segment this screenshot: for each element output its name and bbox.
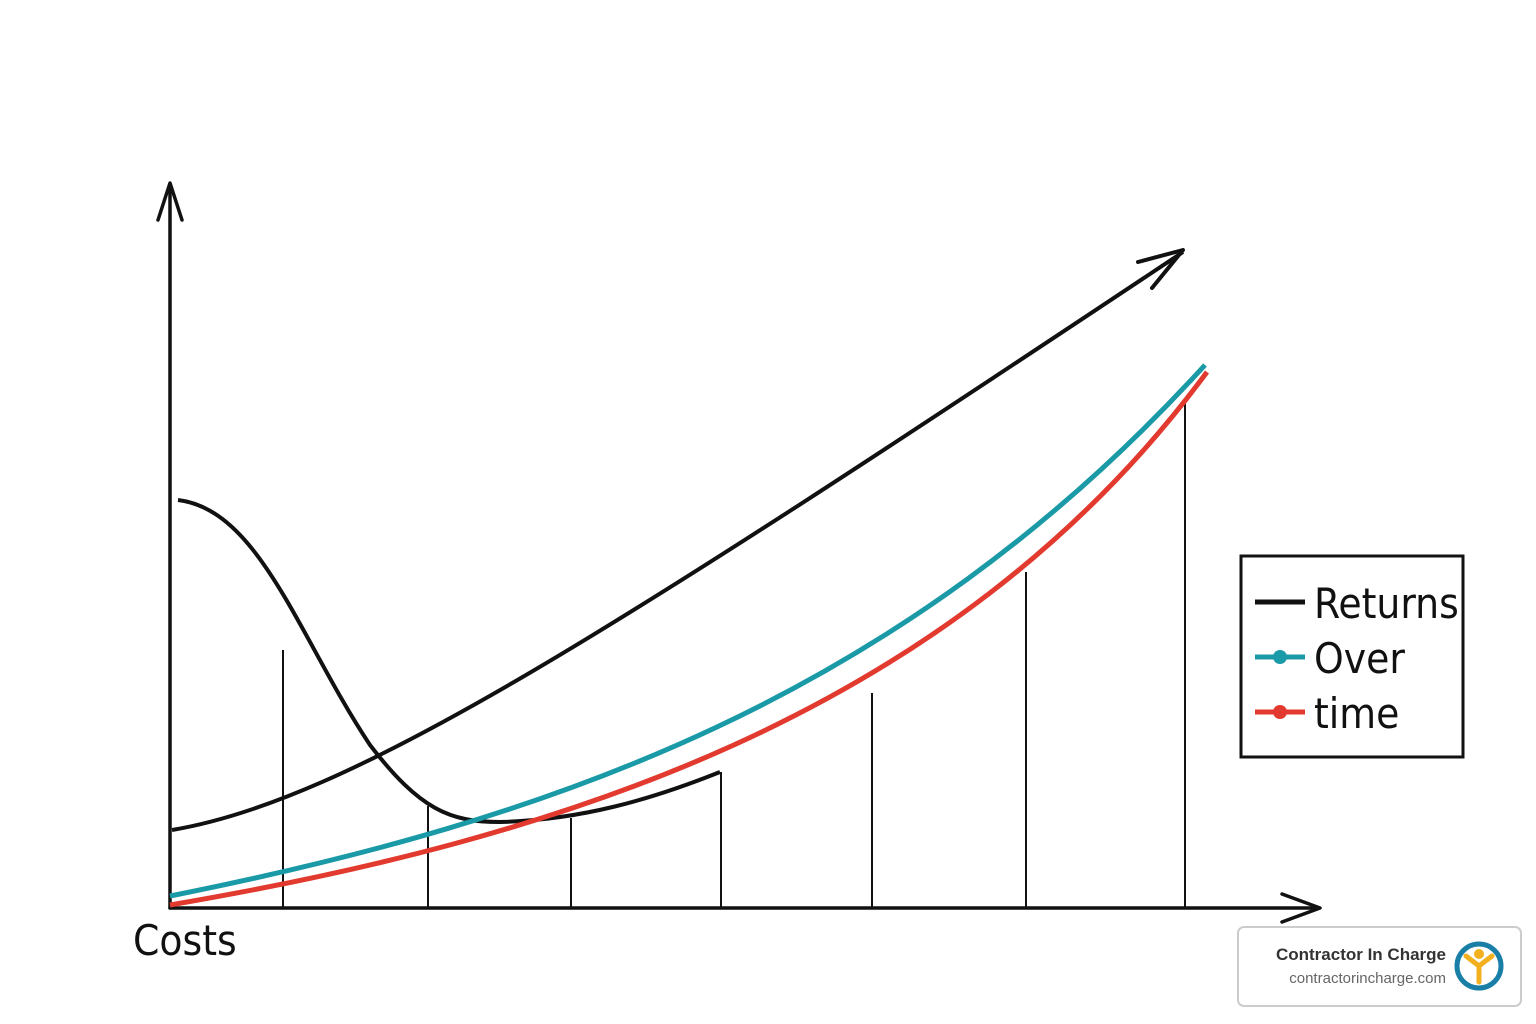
y-axis-arrow bbox=[156, 181, 184, 222]
axes bbox=[156, 181, 1322, 924]
axis-label: Costs bbox=[133, 916, 237, 965]
legend-label: Over bbox=[1314, 634, 1405, 683]
logo-head bbox=[1474, 949, 1484, 959]
legend-label: time bbox=[1314, 689, 1399, 738]
returns-curve bbox=[177, 498, 721, 825]
watermark-title: Contractor In Charge bbox=[1276, 945, 1446, 964]
watermark-box bbox=[1237, 926, 1522, 1007]
legend-label: Returns bbox=[1314, 579, 1459, 628]
legend-dot bbox=[1273, 650, 1287, 664]
x-axis-arrow bbox=[1280, 892, 1322, 924]
logo-figure bbox=[1463, 953, 1495, 985]
legend-dot bbox=[1273, 705, 1287, 719]
over-curve bbox=[169, 363, 1207, 899]
trend-arrow-line bbox=[171, 250, 1185, 832]
watermark: Contractor In Charge contractorincharge.… bbox=[1237, 926, 1522, 1007]
guide-lines bbox=[282, 400, 1186, 908]
logo-ring bbox=[1454, 941, 1504, 991]
time-curve bbox=[169, 370, 1210, 908]
legend: Returns Over time bbox=[1239, 554, 1465, 759]
watermark-url: contractorincharge.com bbox=[1289, 970, 1446, 987]
trend-arrow-head bbox=[1136, 248, 1185, 290]
